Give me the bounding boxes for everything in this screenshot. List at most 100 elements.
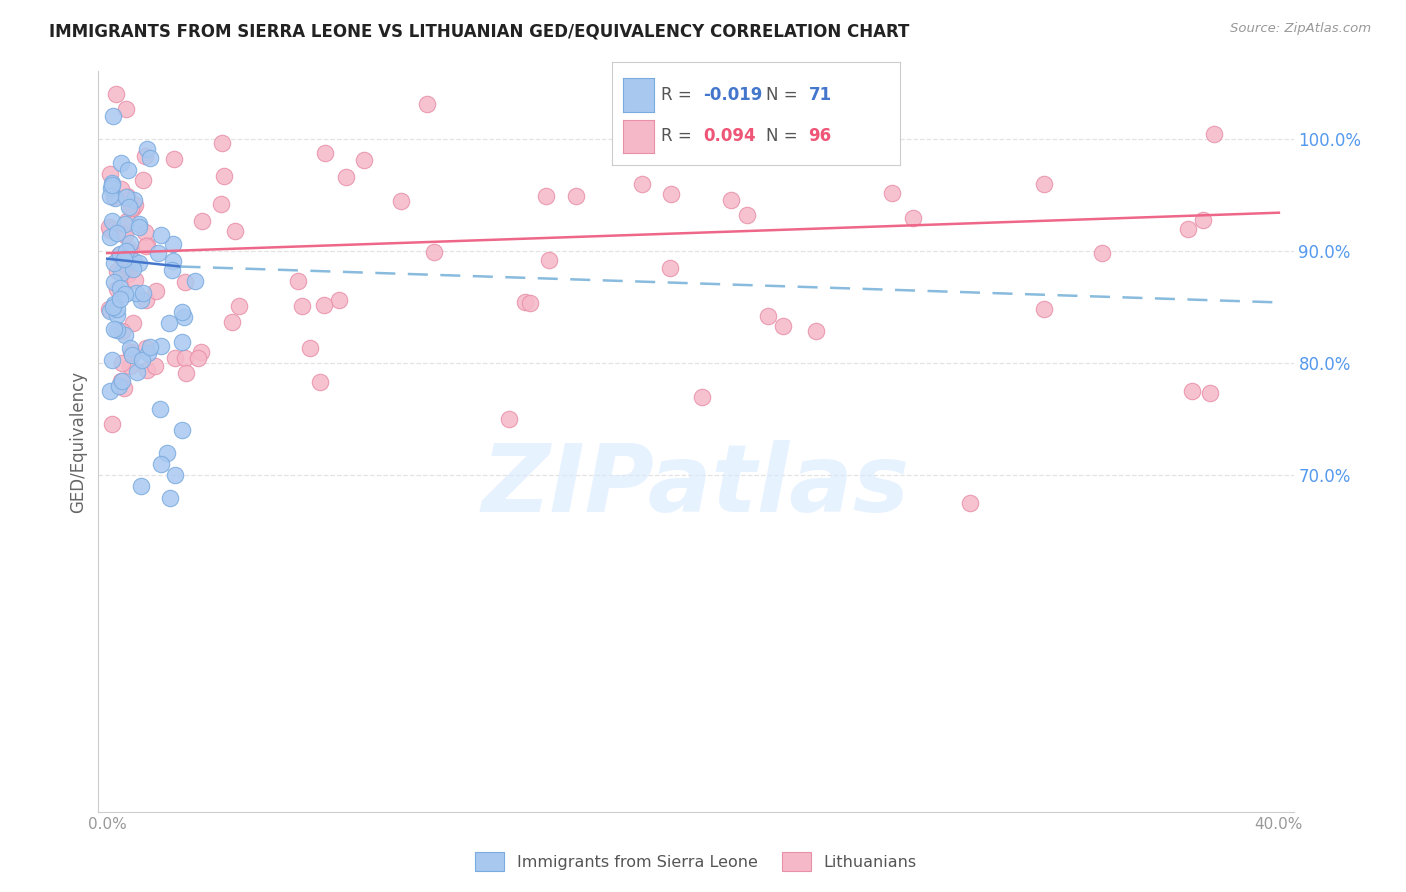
Point [132,172,155,186]
Point [209,196,232,211]
Point [211,136,233,150]
Point [353,153,375,167]
Point [191,214,214,228]
Text: 71: 71 [808,86,831,103]
Point [120,202,142,216]
Point [115,188,138,202]
Point [110,155,132,169]
Point [125,365,148,379]
Point [122,201,145,215]
Point [115,263,138,277]
Point [118,359,141,374]
Point [112,381,135,395]
Point [98,304,121,318]
Point [129,479,152,493]
Point [124,198,146,212]
Point [139,340,162,354]
Point [1199,385,1222,400]
Point [118,245,141,260]
Point [314,146,336,161]
Point [118,243,141,257]
Point [111,226,134,240]
Text: IMMIGRANTS FROM SIERRA LEONE VS LITHUANIAN GED/EQUIVALENCY CORRELATION CHART: IMMIGRANTS FROM SIERRA LEONE VS LITHUANI… [49,22,910,40]
Point [111,374,134,388]
Point [224,224,246,238]
Point [1204,127,1226,141]
Point [131,353,153,368]
Point [110,374,132,388]
Point [145,284,167,298]
Point [184,274,207,288]
Point [98,223,121,237]
Point [228,299,250,313]
Point [101,178,124,192]
Point [187,351,209,366]
Point [172,334,194,349]
Point [173,310,195,324]
Point [124,273,146,287]
Point [103,109,125,123]
Text: R =: R = [661,86,697,103]
Point [1032,177,1054,191]
Point [565,189,588,203]
Point [105,226,128,240]
Point [174,367,197,381]
Point [115,190,138,204]
Point [98,229,121,244]
Point [132,285,155,300]
Point [172,423,194,437]
Point [112,252,135,267]
Text: N =: N = [766,86,803,103]
Point [103,297,125,311]
Point [100,352,122,367]
Point [122,316,145,330]
Point [163,351,186,366]
Point [498,412,520,426]
Point [135,238,157,252]
Point [1091,246,1114,260]
Point [98,189,121,203]
Point [114,228,136,243]
Point [98,167,121,181]
Point [103,322,125,336]
Point [416,97,439,112]
Point [103,189,125,203]
Point [111,356,134,370]
Point [423,245,446,260]
Point [105,282,128,296]
Point [804,324,827,338]
Point [163,152,186,166]
Text: 96: 96 [808,128,831,145]
Point [111,325,134,339]
Point [212,169,235,183]
Point [114,244,136,258]
Point [880,186,903,201]
Point [174,351,197,365]
Point [122,254,145,268]
Point [100,214,122,228]
Point [121,345,143,359]
Point [103,256,125,270]
Point [389,194,412,209]
Point [903,211,925,226]
Point [103,275,125,289]
Point [538,252,561,267]
Point [118,236,141,251]
Point [162,254,184,268]
Text: 0.094: 0.094 [703,128,755,145]
Point [100,177,122,191]
Point [114,286,136,301]
Point [737,208,759,222]
Point [150,227,173,242]
Point [659,186,682,201]
Point [104,191,127,205]
Point [128,218,150,232]
Y-axis label: GED/Equivalency: GED/Equivalency [69,370,87,513]
Point [100,181,122,195]
Point [174,275,197,289]
Point [105,263,128,277]
Point [117,200,139,214]
Point [110,182,132,196]
Point [136,346,159,360]
Point [513,294,536,309]
